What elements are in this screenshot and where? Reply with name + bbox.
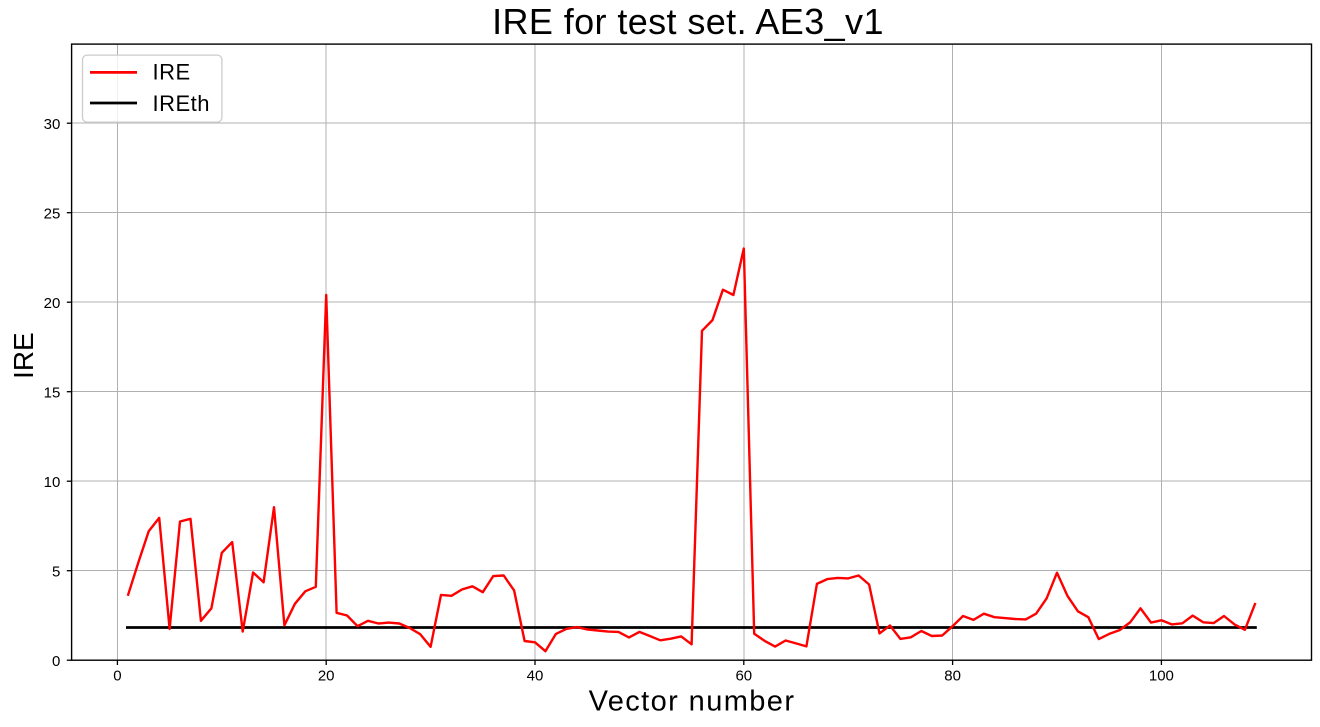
svg-text:IRE: IRE xyxy=(153,59,191,84)
svg-text:20: 20 xyxy=(318,668,335,685)
svg-text:IRE: IRE xyxy=(8,332,39,379)
svg-text:100: 100 xyxy=(1149,668,1174,685)
svg-text:0: 0 xyxy=(113,668,121,685)
svg-text:15: 15 xyxy=(44,385,61,402)
svg-text:IRE for test set. AE3_v1: IRE for test set. AE3_v1 xyxy=(492,1,884,42)
svg-text:10: 10 xyxy=(44,474,61,491)
svg-text:80: 80 xyxy=(944,668,961,685)
svg-text:25: 25 xyxy=(44,206,61,223)
svg-text:30: 30 xyxy=(44,116,61,133)
svg-text:60: 60 xyxy=(735,668,752,685)
svg-text:5: 5 xyxy=(52,564,60,581)
svg-text:Vector number: Vector number xyxy=(589,686,796,718)
svg-text:20: 20 xyxy=(44,295,61,312)
svg-text:40: 40 xyxy=(527,668,544,685)
svg-text:0: 0 xyxy=(52,653,60,670)
svg-text:IREth: IREth xyxy=(153,91,211,116)
